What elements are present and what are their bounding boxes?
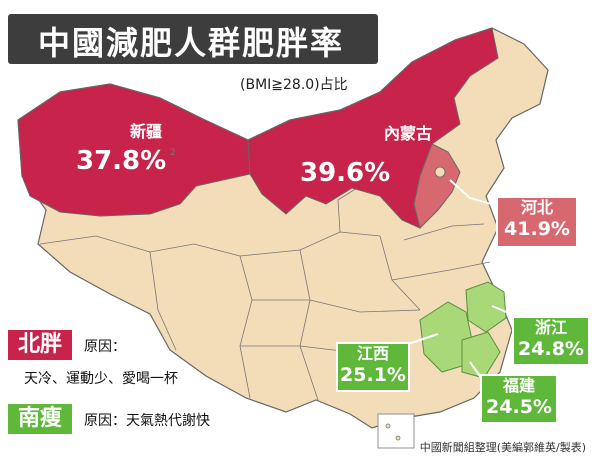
hebei-name: 河北 — [520, 198, 553, 217]
beijing-marker — [434, 166, 446, 178]
north-reason: 天冷、運動少、愛喝一杯 — [24, 371, 178, 387]
fujian-region — [461, 331, 501, 379]
xinjiang-name: 新疆 — [130, 122, 163, 141]
xinjiang-value: 37.8% — [76, 146, 167, 176]
south-sea-inset — [377, 413, 415, 449]
hebei-callout: 河北 41.9% — [496, 196, 578, 248]
neimenggu-name: 內蒙古 — [384, 124, 433, 143]
zhejiang-callout: 浙江 24.8% — [512, 316, 590, 366]
jiangxi-value: 25.1% — [340, 364, 406, 386]
zhejiang-leader-line — [491, 305, 517, 317]
south-reason: 原因：天氣熱代謝快 — [84, 413, 210, 429]
xinjiang-region — [17, 83, 251, 217]
xinjiang-note: 2 — [170, 148, 176, 158]
zhejiang-name: 浙江 — [534, 318, 567, 337]
zhejiang-value: 24.8% — [518, 338, 584, 360]
neimenggu-value: 39.6% — [300, 158, 391, 188]
north-tag: 北胖 — [8, 330, 72, 360]
page-title: 中國減肥人群肥胖率 — [38, 24, 345, 62]
hebei-value: 41.9% — [504, 218, 570, 240]
south-tag: 南瘦 — [8, 404, 72, 434]
subtitle: (BMI≧28.0)占比 — [240, 77, 348, 93]
jiangxi-callout: 江西 25.1% — [336, 342, 410, 392]
north-reason-label: 原因： — [84, 339, 126, 355]
fujian-name: 福建 — [502, 376, 535, 395]
jiangxi-leader-line — [407, 333, 439, 345]
zhejiang-region — [465, 281, 507, 333]
fujian-value: 24.5% — [486, 396, 552, 418]
jiangxi-name: 江西 — [356, 344, 389, 363]
credit-line: 中國新聞組整理(美編郭維英/製表) — [419, 441, 586, 454]
title-banner — [8, 14, 378, 64]
hebei-region — [413, 143, 461, 229]
fujian-callout: 福建 24.5% — [480, 374, 558, 424]
hebei-leader-line — [449, 179, 499, 207]
